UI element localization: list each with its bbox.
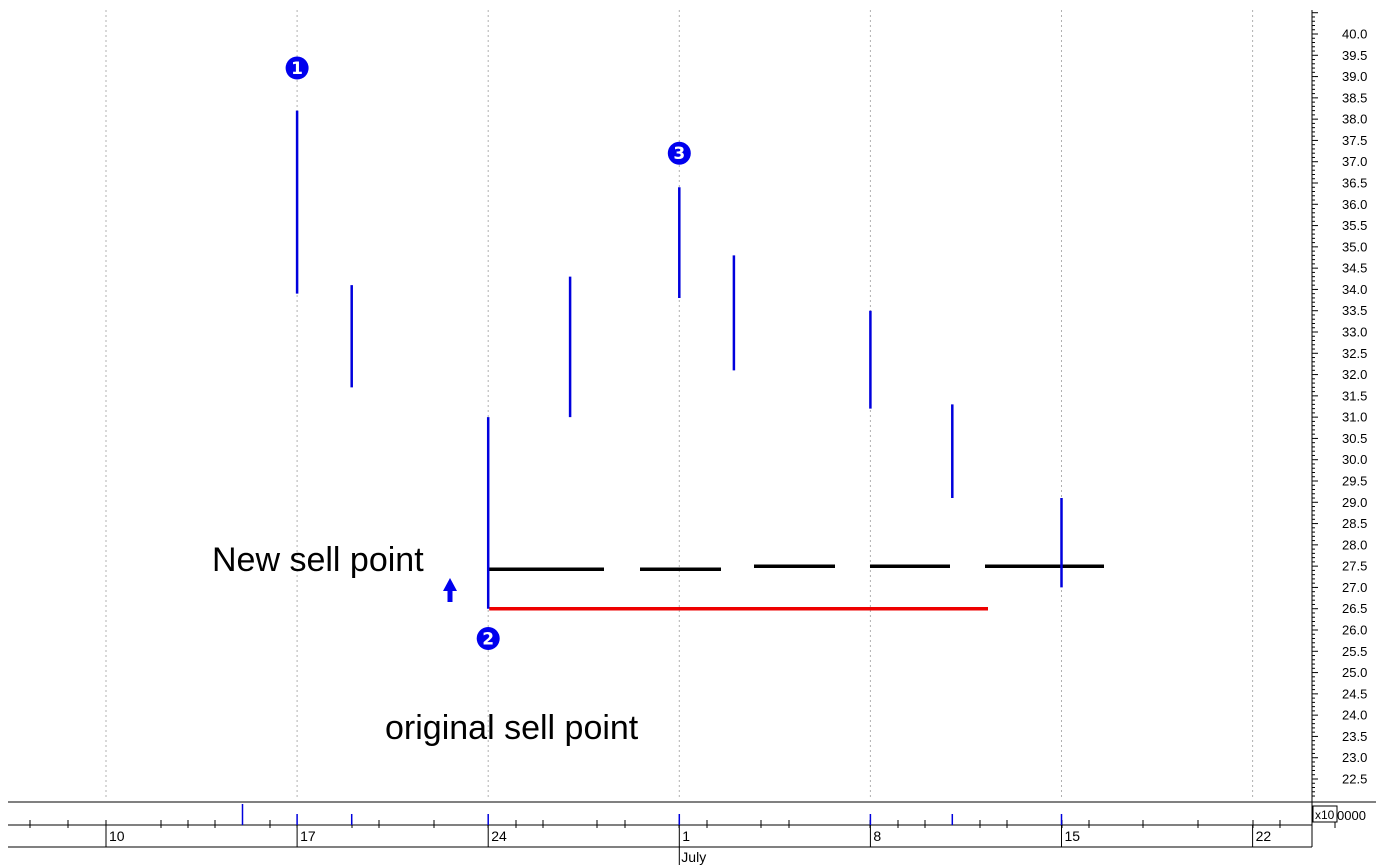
annotations: New sell point original sell point (212, 541, 639, 747)
sell-point-lines (488, 564, 1104, 611)
marker-3: 3 (667, 141, 691, 165)
price-bars (295, 110, 1063, 609)
y-tick-label: 38.5 (1342, 90, 1367, 105)
month-label: July (681, 849, 706, 865)
y-tick-label: 29.0 (1342, 495, 1367, 510)
volume-scale-multiplier: x10 (1315, 808, 1335, 822)
y-tick-label: 30.5 (1342, 431, 1367, 446)
y-tick-label: 37.0 (1342, 154, 1367, 169)
x-tick-label: 1 (682, 828, 690, 844)
y-tick-label: 40.0 (1342, 27, 1367, 42)
marker-1: 1 (285, 56, 309, 80)
y-tick-label: 28.5 (1342, 516, 1367, 531)
y-tick-label: 24.5 (1342, 686, 1367, 701)
x-tick-label: 22 (1256, 828, 1272, 844)
y-tick-label: 37.5 (1342, 133, 1367, 148)
y-tick-label: 39.5 (1342, 48, 1367, 63)
y-tick-label: 24.0 (1342, 708, 1367, 723)
marker-number: 1 (291, 59, 303, 79)
y-tick-label: 35.0 (1342, 239, 1367, 254)
y-tick-label: 23.0 (1342, 750, 1367, 765)
x-tick-label: 15 (1065, 828, 1081, 844)
marker-2: 2 (476, 627, 500, 651)
x-tick-label: 10 (109, 828, 125, 844)
y-tick-label: 25.5 (1342, 644, 1367, 659)
y-tick-label: 32.0 (1342, 367, 1367, 382)
marker-circle (476, 627, 500, 651)
marker-circle (667, 141, 691, 165)
y-tick-label: 27.0 (1342, 580, 1367, 595)
volume-scale-value: 0000 (1337, 808, 1366, 823)
x-axis: 10 17 24 1 8 15 22 July x10 0000 (8, 801, 1376, 865)
y-tick-label: 23.5 (1342, 729, 1367, 744)
y-tick-label: 31.5 (1342, 388, 1367, 403)
y-tick-label: 38.0 (1342, 112, 1367, 127)
y-tick-label: 35.5 (1342, 218, 1367, 233)
y-tick-label: 39.0 (1342, 69, 1367, 84)
y-tick-label: 29.5 (1342, 474, 1367, 489)
marker-number: 2 (482, 630, 494, 650)
y-tick-label: 28.0 (1342, 537, 1367, 552)
original-sell-point-label: original sell point (385, 709, 639, 747)
y-tick-label: 32.5 (1342, 346, 1367, 361)
new-sell-point-label: New sell point (212, 541, 424, 579)
y-tick-label: 31.0 (1342, 410, 1367, 425)
y-axis: 22.5 23.0 23.5 24.0 24.5 25.0 25.5 26.0 26.5 27.0… (1311, 10, 1367, 802)
vertical-gridlines (105, 10, 1254, 800)
y-tick-label: 22.5 (1342, 772, 1367, 787)
y-tick-label: 25.0 (1342, 665, 1367, 680)
y-tick-label: 36.5 (1342, 176, 1367, 191)
x-tick-label: 24 (491, 828, 507, 844)
volume-scale-box (1312, 805, 1338, 823)
marker-number: 3 (673, 144, 685, 164)
y-tick-label: 26.0 (1342, 623, 1367, 638)
x-tick-label: 8 (873, 828, 881, 844)
numbered-markers: 1 2 3 (285, 56, 691, 651)
marker-circle (285, 56, 309, 80)
x-tick-label: 17 (300, 828, 316, 844)
up-arrow-icon (443, 578, 457, 602)
y-tick-label: 33.5 (1342, 303, 1367, 318)
y-tick-label: 34.0 (1342, 282, 1367, 297)
y-tick-label: 27.5 (1342, 559, 1367, 574)
y-tick-label: 33.0 (1342, 325, 1367, 340)
y-tick-label: 26.5 (1342, 601, 1367, 616)
y-tick-label: 36.0 (1342, 197, 1367, 212)
y-tick-label: 30.0 (1342, 452, 1367, 467)
y-tick-label: 34.5 (1342, 261, 1367, 276)
